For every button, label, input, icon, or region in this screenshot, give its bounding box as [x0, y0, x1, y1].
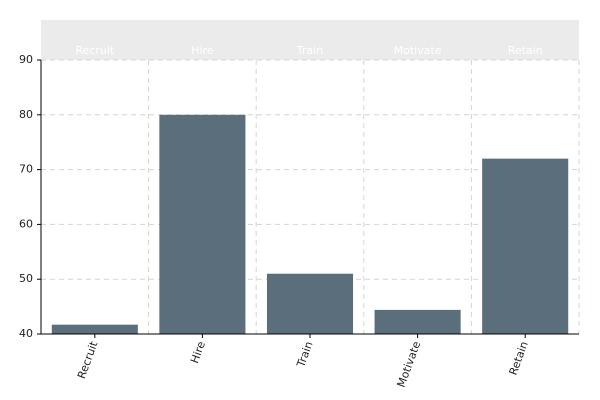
y-tick-label: 90: [19, 53, 33, 66]
header-label: Recruit: [75, 44, 115, 57]
x-tick-label: Motivate: [395, 339, 424, 389]
bar: [159, 114, 246, 334]
header-label: Motivate: [394, 44, 442, 57]
y-tick-label: 40: [19, 327, 33, 340]
y-tick-label: 60: [19, 217, 33, 230]
bar: [482, 158, 569, 334]
header-label: Retain: [508, 44, 543, 57]
bar: [374, 309, 461, 334]
y-tick-label: 80: [19, 108, 33, 121]
x-tick-label: Train: [294, 340, 316, 370]
header-label: Hire: [191, 44, 214, 57]
x-tick-label: Hire: [188, 339, 208, 365]
y-tick-label: 70: [19, 163, 33, 176]
bar: [51, 324, 138, 334]
header-band: [41, 20, 579, 60]
x-tick-label: Recruit: [75, 339, 101, 381]
bar: [266, 273, 354, 334]
x-tick-label: Retain: [507, 340, 531, 377]
header-label: Train: [296, 44, 323, 57]
y-tick-label: 50: [19, 272, 33, 285]
